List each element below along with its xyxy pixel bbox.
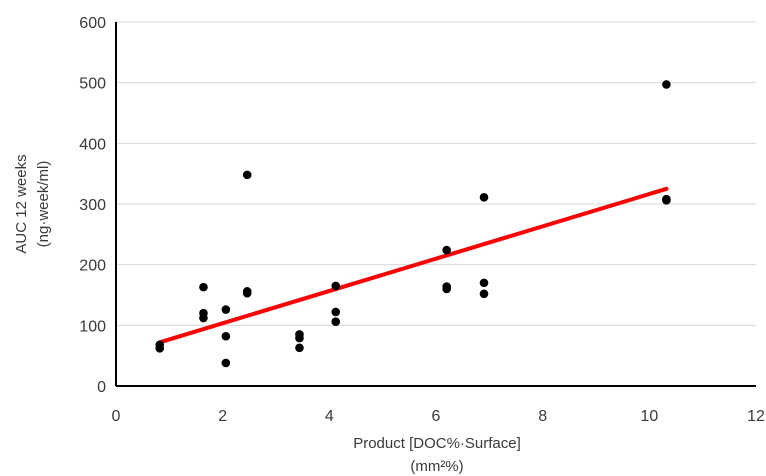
- y-tick-label: 0: [97, 379, 106, 396]
- data-point: [662, 196, 671, 205]
- data-point: [155, 344, 165, 353]
- data-point: [331, 281, 341, 291]
- data-point: [221, 331, 231, 341]
- x-tick-label: 4: [325, 408, 334, 425]
- y-tick-label: 300: [79, 197, 106, 214]
- x-tick-label: 2: [218, 408, 227, 425]
- data-point: [242, 288, 252, 298]
- x-tick-labels: 0 2 4 6 8 10 12: [112, 408, 765, 425]
- y-axis-label: AUC 12 weeks: [13, 154, 30, 253]
- y-tick-labels: 0 100 200 300 400 500 600: [79, 15, 106, 396]
- x-tick-label: 0: [112, 408, 121, 425]
- x-axis-unit: (mm²%): [410, 458, 463, 475]
- y-axis-unit: (ng·week/ml): [35, 161, 52, 248]
- axes: [115, 22, 756, 387]
- data-point: [295, 333, 304, 343]
- data-point: [479, 289, 489, 299]
- y-tick-label: 500: [79, 76, 106, 93]
- data-point: [199, 313, 208, 323]
- data-point: [479, 193, 489, 202]
- y-tick-label: 100: [79, 318, 106, 335]
- data-point: [221, 358, 231, 368]
- data-point: [295, 343, 304, 353]
- x-tick-label: 10: [640, 408, 658, 425]
- trendline-group: [157, 186, 669, 345]
- y-tick-label: 200: [79, 258, 106, 275]
- data-point: [221, 305, 231, 314]
- data-point: [662, 80, 671, 89]
- x-tick-label: 6: [432, 408, 441, 425]
- data-point: [331, 307, 341, 317]
- data-point: [442, 284, 451, 294]
- data-point: [199, 282, 208, 292]
- y-tick-label: 400: [79, 136, 106, 153]
- trendline: [157, 186, 669, 345]
- x-tick-label: 8: [538, 408, 547, 425]
- data-points: [155, 80, 671, 368]
- y-tick-label: 600: [79, 15, 106, 32]
- data-point: [479, 278, 489, 288]
- data-point: [331, 317, 341, 326]
- data-point: [242, 170, 252, 180]
- x-axis-label: Product [DOC%·Surface]: [353, 435, 521, 452]
- data-point: [442, 245, 451, 255]
- x-tick-label: 12: [747, 408, 765, 425]
- grid-lines: [116, 21, 756, 326]
